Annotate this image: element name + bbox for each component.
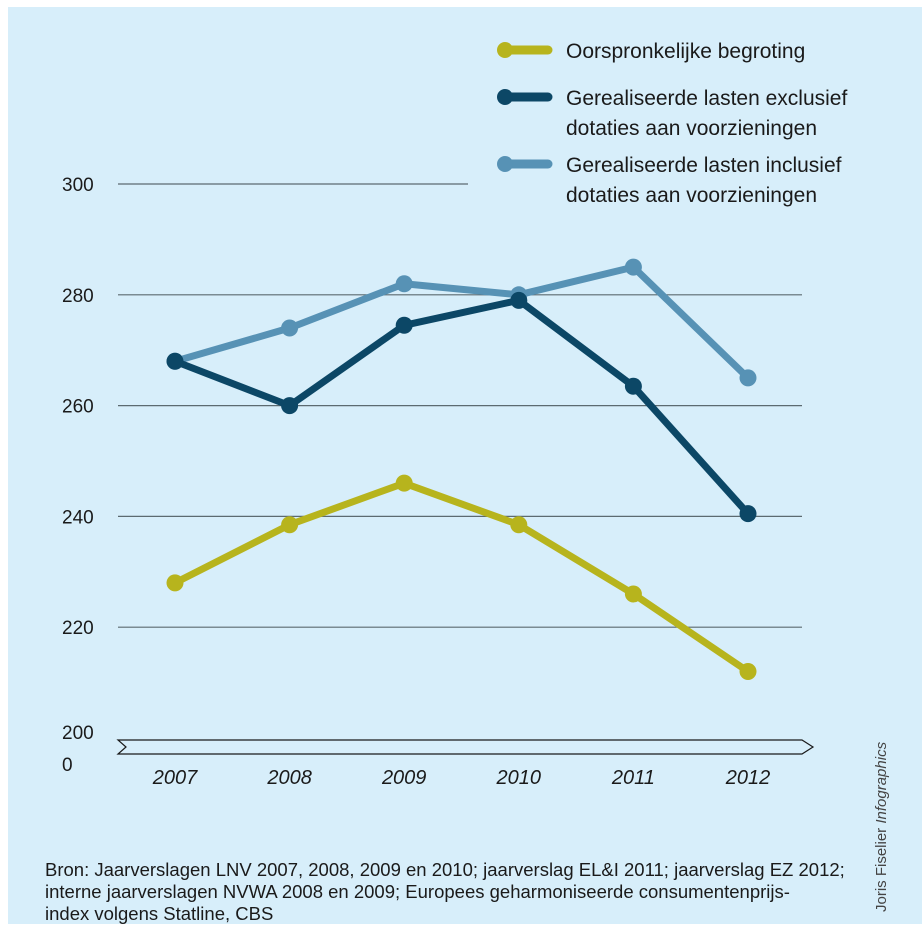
x-tick-label: 2009 (381, 767, 427, 789)
legend-label: Oorspronkelijke begroting (566, 40, 805, 63)
y-tick-label: 280 (62, 286, 94, 307)
data-point (395, 474, 413, 492)
legend-label: Gerealiseerde lasten inclusief (566, 154, 842, 177)
data-point (624, 258, 642, 276)
data-point (281, 397, 299, 415)
legend-marker (497, 89, 513, 105)
credit-suffix: Infographics (873, 741, 890, 824)
data-point (166, 352, 184, 370)
y-tick-label: 200 (62, 723, 94, 744)
y-tick-label: 240 (62, 507, 94, 528)
data-point (166, 574, 184, 592)
source-line: index volgens Statline, CBS (45, 903, 274, 924)
data-point (395, 275, 413, 293)
x-tick-label: 2008 (266, 767, 312, 789)
data-point (281, 516, 299, 534)
data-point (739, 663, 757, 681)
x-tick-label: 2007 (152, 767, 198, 789)
credit: Joris Fiselier Infographics (873, 742, 890, 912)
data-point (624, 377, 642, 395)
y-axis-ticks: 300 280 260 240 220 200 0 (62, 175, 94, 776)
data-point (739, 505, 757, 523)
y-tick-label: 300 (62, 175, 94, 196)
source-note: Bron: Jaarverslagen LNV 2007, 2008, 2009… (45, 859, 845, 925)
data-point (739, 369, 757, 387)
series-line (171, 296, 752, 518)
y-tick-label: 0 (62, 755, 73, 776)
x-tick-label: 2010 (496, 767, 542, 789)
axis-break (116, 739, 815, 755)
x-tick-label: 2012 (725, 767, 771, 789)
data-point (624, 585, 642, 603)
data-point (510, 516, 528, 534)
source-line: Bron: Jaarverslagen LNV 2007, 2008, 2009… (45, 859, 845, 880)
series-lines (166, 258, 757, 681)
legend-marker (497, 156, 513, 172)
data-point (395, 316, 413, 334)
credit-name: Joris Fiselier (873, 827, 890, 912)
legend-label: dotaties aan voorzieningen (566, 184, 817, 207)
x-tick-label: 2011 (611, 767, 655, 789)
legend: Oorspronkelijke begroting Gerealiseerde l… (497, 40, 847, 207)
series-line (171, 263, 752, 382)
data-point (510, 291, 528, 309)
chart-panel: 300 280 260 240 220 200 0 2007 2008 2009 2010 2011… (8, 7, 922, 924)
y-tick-label: 260 (62, 397, 94, 418)
data-point (281, 319, 299, 337)
series-line (171, 479, 752, 676)
legend-marker (497, 42, 513, 58)
legend-label: Gerealiseerde lasten exclusief (566, 87, 847, 110)
x-axis-ticks: 2007 2008 2009 2010 2011 2012 (152, 767, 771, 789)
y-tick-label: 220 (62, 618, 94, 639)
axis-break-shape (116, 739, 815, 755)
source-line: interne jaarverslagen NVWA 2008 en 2009;… (45, 881, 790, 902)
legend-label: dotaties aan voorzieningen (566, 117, 817, 140)
line-chart: 300 280 260 240 220 200 0 2007 2008 2009 2010 2011… (62, 40, 847, 789)
